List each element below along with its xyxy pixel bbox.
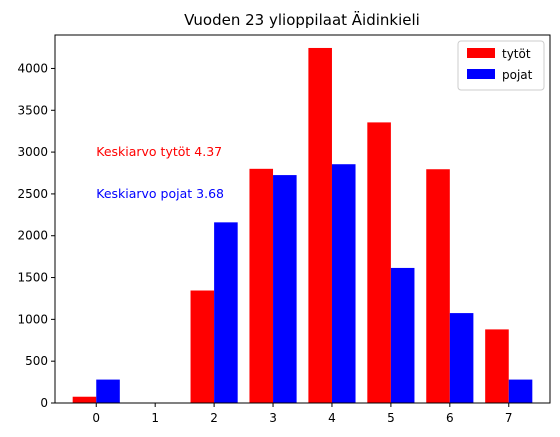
axes-layer: 0 1 2 3 4 5 6 7 0 500 1000 1500 2000 2500 3000 3500 4000 (17, 34, 551, 425)
legend-swatch-pojat (467, 69, 495, 79)
y-tick-label: 1000 (17, 312, 48, 326)
bar-pojat-2 (214, 222, 238, 403)
y-tick-label: 0 (40, 396, 48, 410)
bar-tytöt-0 (72, 396, 97, 403)
y-tick-label: 500 (25, 354, 48, 368)
bar-pojat-3 (273, 175, 297, 403)
x-tick-label: 3 (269, 411, 277, 425)
x-tick-label: 4 (328, 411, 336, 425)
bar-pojat-5 (390, 267, 415, 403)
legend: tytöt pojat (457, 40, 545, 91)
y-tick-label: 4000 (17, 61, 48, 75)
bar-tytöt-3 (249, 168, 274, 403)
bar-pojat-6 (449, 313, 474, 403)
plot-frame (54, 34, 551, 404)
bar-tytöt-4 (308, 47, 332, 404)
x-tick-label: 5 (387, 411, 395, 425)
bar-tytöt-5 (367, 122, 391, 404)
y-tick-label: 3000 (17, 145, 48, 159)
annotation-2: Keskiarvo pojat 3.68 (96, 186, 224, 201)
y-tick-label: 1500 (17, 271, 48, 285)
x-tick-label: 0 (92, 411, 100, 425)
legend-label-tytöt: tytöt (502, 47, 531, 61)
y-tick-label: 2500 (17, 187, 48, 201)
y-tick-label: 2000 (17, 229, 48, 243)
annotation-1: Keskiarvo tytöt 4.37 (96, 144, 222, 159)
annotations-layer: Keskiarvo tytöt 4.37 Keskiarvo pojat 3.68 (96, 144, 224, 201)
bar-tytöt-2 (190, 290, 215, 403)
bar-pojat-0 (96, 379, 120, 403)
bar-tytöt-7 (485, 329, 509, 403)
bar-tytöt-6 (426, 169, 450, 403)
bar-pojat-4 (331, 164, 356, 403)
x-tick-label: 6 (446, 411, 454, 425)
legend-label-pojat: pojat (502, 68, 533, 82)
legend-swatch-tytöt (467, 48, 495, 58)
y-tick-label: 3500 (17, 103, 48, 117)
x-tick-label: 2 (210, 411, 218, 425)
bars-layer (72, 47, 533, 404)
x-tick-label: 7 (505, 411, 513, 425)
x-tick-label: 1 (151, 411, 159, 425)
chart-title: Vuoden 23 ylioppilaat Äidinkieli (184, 10, 420, 29)
bar-pojat-7 (508, 379, 533, 403)
